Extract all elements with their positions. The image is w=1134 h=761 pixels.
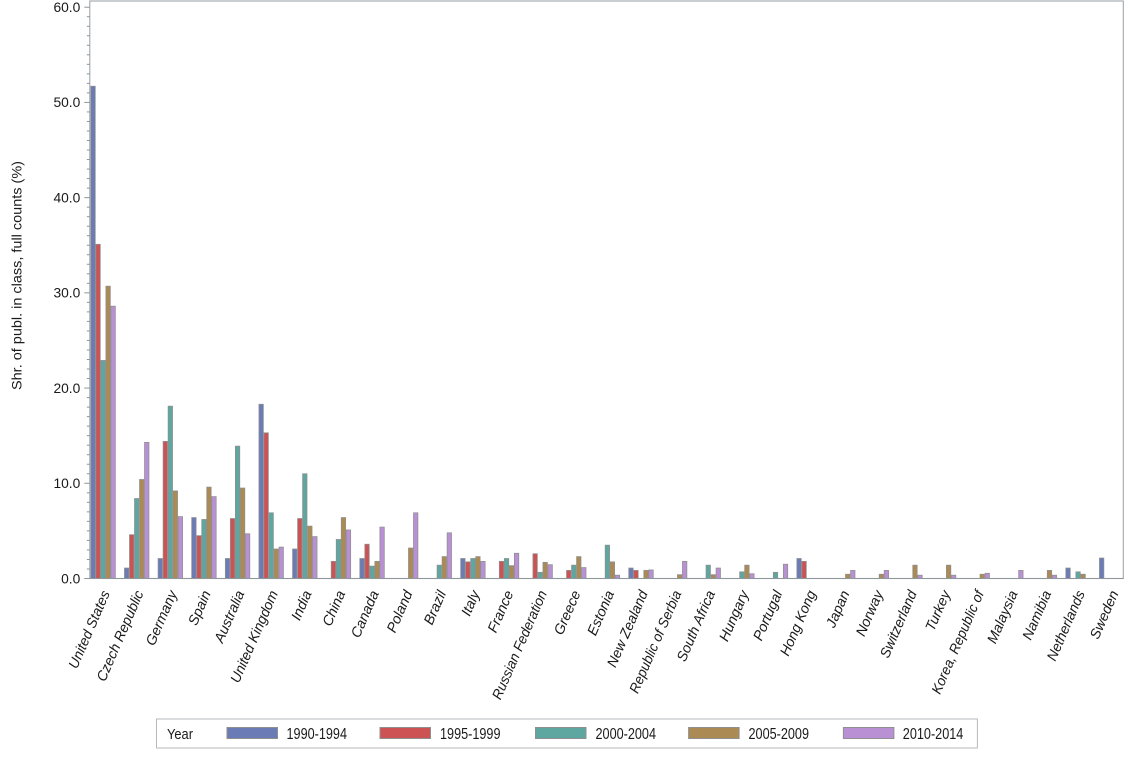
svg-text:Shr. of publ. in class, full c: Shr. of publ. in class, full counts (%) bbox=[10, 161, 25, 390]
svg-text:20.0: 20.0 bbox=[53, 381, 80, 396]
svg-text:Year: Year bbox=[167, 726, 193, 743]
svg-text:2000-2004: 2000-2004 bbox=[596, 726, 657, 743]
svg-text:40.0: 40.0 bbox=[53, 190, 80, 205]
svg-text:1990-1994: 1990-1994 bbox=[287, 726, 348, 743]
svg-text:30.0: 30.0 bbox=[53, 286, 80, 301]
svg-text:2005-2009: 2005-2009 bbox=[749, 726, 810, 743]
svg-text:60.0: 60.0 bbox=[53, 0, 80, 15]
svg-text:0.0: 0.0 bbox=[61, 571, 81, 586]
svg-text:1995-1999: 1995-1999 bbox=[440, 726, 501, 743]
svg-text:2010-2014: 2010-2014 bbox=[903, 726, 964, 743]
svg-text:50.0: 50.0 bbox=[53, 95, 80, 110]
svg-text:10.0: 10.0 bbox=[53, 476, 80, 491]
